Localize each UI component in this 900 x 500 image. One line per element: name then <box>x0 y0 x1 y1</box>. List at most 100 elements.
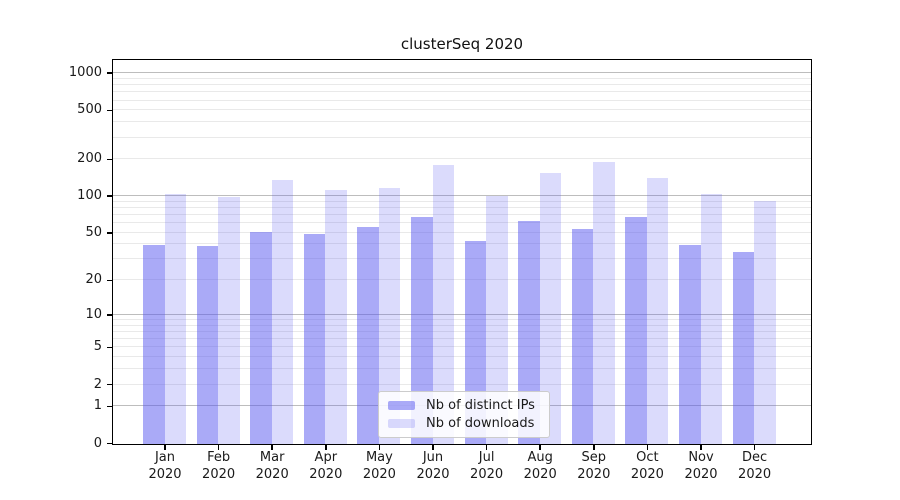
x-tick-label-jun-2020: Jun 2020 <box>416 450 450 482</box>
gridline-5 <box>113 346 811 348</box>
bar-nb-of-downloads-sep-2020 <box>593 161 615 444</box>
y-tick-label-500: 500 <box>77 102 102 118</box>
y-tick-mark-1 <box>107 405 112 408</box>
x-tick-mark-apr-2020 <box>325 445 327 450</box>
bar-nb-of-downloads-mar-2020 <box>271 179 294 444</box>
x-tick-mark-aug-2020 <box>539 445 541 450</box>
bar-nb-of-downloads-nov-2020 <box>700 193 722 444</box>
bar-nb-of-downloads-jul-2020 <box>486 196 508 444</box>
minor-gridline <box>113 331 811 333</box>
y-tick-mark-50 <box>107 232 112 234</box>
legend-swatch-distinct-ips <box>388 401 415 410</box>
gridline-200 <box>113 158 811 160</box>
legend-label-distinct-ips: Nb of distinct IPs <box>426 398 535 413</box>
x-tick-mark-sep-2020 <box>593 445 595 450</box>
minor-gridline <box>113 214 811 216</box>
bar-nb-of-distinct-ips-aug-2020 <box>518 221 540 444</box>
x-tick-label-sep-2020: Sep 2020 <box>577 450 611 482</box>
legend-swatch-downloads <box>388 419 415 428</box>
y-tick-mark-10 <box>107 314 112 316</box>
legend: Nb of distinct IPs Nb of downloads <box>378 391 550 438</box>
bar-nb-of-distinct-ips-sep-2020 <box>571 229 594 444</box>
bar-nb-of-downloads-dec-2020 <box>754 200 776 444</box>
legend-label-downloads: Nb of downloads <box>426 416 535 431</box>
gridline-10 <box>113 313 811 315</box>
minor-gridline <box>113 77 811 79</box>
minor-gridline <box>113 91 811 93</box>
bar-nb-of-downloads-jan-2020 <box>164 193 186 444</box>
x-tick-mark-dec-2020 <box>753 445 756 450</box>
bar-nb-of-distinct-ips-nov-2020 <box>679 244 701 444</box>
y-tick-label-200: 200 <box>77 151 102 167</box>
x-tick-mark-feb-2020 <box>217 445 220 450</box>
minor-gridline <box>113 136 811 138</box>
gridline-500 <box>113 109 811 111</box>
y-tick-mark-5 <box>107 346 112 349</box>
x-tick-mark-mar-2020 <box>271 445 273 450</box>
minor-gridline <box>113 258 811 260</box>
y-tick-label-0: 0 <box>93 435 102 451</box>
minor-gridline <box>113 222 811 224</box>
bar-nb-of-distinct-ips-oct-2020 <box>625 217 647 444</box>
bar-nb-of-distinct-ips-apr-2020 <box>303 234 326 444</box>
y-tick-label-5: 5 <box>93 339 102 355</box>
x-tick-mark-jun-2020 <box>432 445 434 450</box>
y-tick-mark-500 <box>107 109 112 112</box>
y-tick-label-2: 2 <box>93 376 102 392</box>
minor-gridline <box>113 368 811 370</box>
minor-gridline <box>113 200 811 202</box>
bar-nb-of-distinct-ips-feb-2020 <box>196 246 219 444</box>
y-tick-mark-2 <box>107 383 112 386</box>
y-tick-mark-1000 <box>107 72 112 74</box>
y-tick-label-10: 10 <box>85 306 102 322</box>
bar-nb-of-distinct-ips-jan-2020 <box>143 244 165 444</box>
legend-item-downloads: Nb of downloads <box>388 416 535 431</box>
x-tick-label-feb-2020: Feb 2020 <box>202 450 236 482</box>
x-tick-label-apr-2020: Apr 2020 <box>309 450 343 482</box>
y-tick-mark-0 <box>107 442 112 445</box>
minor-gridline <box>113 324 811 326</box>
x-tick-label-jul-2020: Jul 2020 <box>470 450 504 482</box>
gridline-20 <box>113 279 811 281</box>
minor-gridline <box>113 84 811 86</box>
x-tick-mark-jul-2020 <box>485 445 488 450</box>
x-tick-label-may-2020: May 2020 <box>362 450 396 482</box>
x-tick-mark-oct-2020 <box>646 445 649 450</box>
bar-nb-of-downloads-aug-2020 <box>539 172 562 444</box>
x-tick-mark-nov-2020 <box>700 445 702 450</box>
legend-item-distinct-ips: Nb of distinct IPs <box>388 398 535 413</box>
y-tick-mark-20 <box>107 279 112 282</box>
gridline-2 <box>113 383 811 385</box>
x-tick-label-oct-2020: Oct 2020 <box>630 450 664 482</box>
y-tick-label-1000: 1000 <box>68 65 102 81</box>
gridline-50 <box>113 231 811 233</box>
y-tick-label-20: 20 <box>85 272 102 288</box>
y-tick-mark-100 <box>107 195 112 197</box>
bar-nb-of-distinct-ips-dec-2020 <box>732 251 755 444</box>
y-tick-label-100: 100 <box>77 188 102 204</box>
bar-nb-of-downloads-oct-2020 <box>646 177 669 444</box>
y-tick-label-50: 50 <box>85 224 102 240</box>
y-tick-label-1: 1 <box>93 398 102 414</box>
x-tick-label-aug-2020: Aug 2020 <box>523 450 557 482</box>
bar-nb-of-distinct-ips-jun-2020 <box>411 217 433 444</box>
plot-area <box>112 59 812 445</box>
y-tick-mark-200 <box>107 158 112 161</box>
x-tick-label-dec-2020: Dec 2020 <box>738 450 772 482</box>
x-tick-mark-may-2020 <box>378 445 381 450</box>
x-tick-label-mar-2020: Mar 2020 <box>255 450 289 482</box>
minor-gridline <box>113 121 811 123</box>
gridline-1000 <box>113 72 811 74</box>
minor-gridline <box>113 338 811 340</box>
gridline-100 <box>113 195 811 197</box>
minor-gridline <box>113 206 811 208</box>
x-tick-label-nov-2020: Nov 2020 <box>684 450 718 482</box>
bar-nb-of-distinct-ips-may-2020 <box>357 227 379 444</box>
x-tick-label-jan-2020: Jan 2020 <box>148 450 182 482</box>
bar-nb-of-distinct-ips-mar-2020 <box>250 232 272 444</box>
bar-nb-of-downloads-may-2020 <box>378 187 401 444</box>
minor-gridline <box>113 99 811 101</box>
x-tick-mark-jan-2020 <box>164 445 166 450</box>
bar-nb-of-downloads-feb-2020 <box>218 196 240 444</box>
